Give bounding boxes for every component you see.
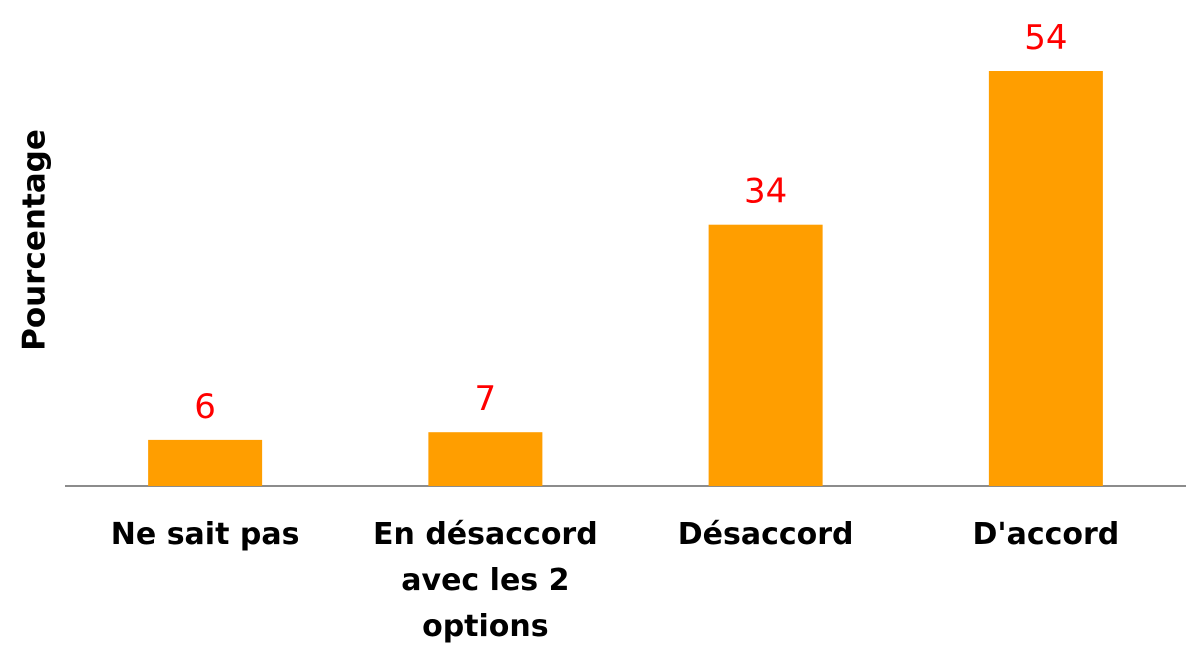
y-axis-label: Pourcentage	[17, 129, 53, 351]
value-label: 34	[744, 172, 787, 212]
value-label: 54	[1024, 18, 1067, 58]
x-tick-label: Désaccord	[677, 517, 854, 552]
x-tick-label: Ne sait pas	[110, 517, 300, 552]
value-label: 6	[194, 387, 216, 427]
bar	[988, 71, 1103, 486]
x-tick-label: En désaccord avec les 2 options	[373, 517, 598, 644]
value-label: 7	[475, 379, 497, 419]
bar	[428, 432, 543, 486]
bar	[148, 439, 263, 486]
bar	[708, 224, 823, 486]
x-tick-label: D'accord	[972, 517, 1120, 552]
